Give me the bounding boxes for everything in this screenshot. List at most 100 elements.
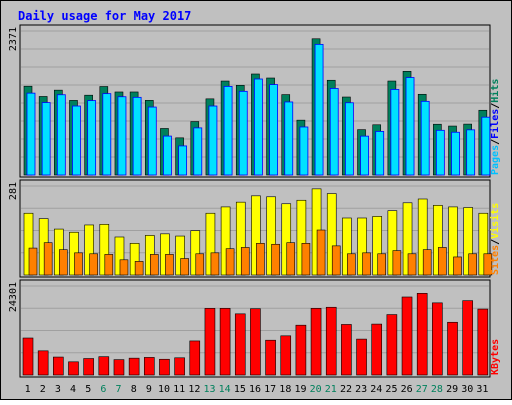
- kbytes-bar: [386, 314, 398, 376]
- sites-bar: [331, 245, 341, 276]
- x-tick-label-26: 26: [401, 384, 413, 395]
- kbytes-bar: [310, 308, 322, 376]
- kbytes-bar: [98, 356, 110, 376]
- kbytes-bar: [53, 356, 64, 376]
- sites-bar: [28, 247, 38, 276]
- legend-visits: Visits: [489, 203, 501, 239]
- x-tick-label-13: 13: [203, 384, 215, 395]
- legend-kbytes: KBytes: [490, 339, 501, 375]
- visits-bar: [387, 210, 398, 276]
- sites-bar: [104, 254, 114, 276]
- kbytes-bar: [462, 300, 473, 376]
- kbytes-bar: [174, 357, 185, 376]
- files-bar: [329, 88, 339, 176]
- sites-bar: [89, 253, 98, 276]
- kbytes-bar: [416, 293, 428, 376]
- visits-bar: [190, 230, 201, 276]
- kbytes-bar: [371, 323, 383, 376]
- files-bar: [117, 96, 127, 176]
- sites-bar: [149, 254, 159, 276]
- panel-bottom: 24301 KBytes: [8, 279, 501, 378]
- visits-bar: [417, 198, 428, 276]
- x-tick-label-11: 11: [173, 384, 185, 395]
- sites-bar: [240, 247, 250, 276]
- files-bar: [435, 129, 445, 176]
- kbytes-bar: [22, 337, 34, 376]
- panel-middle-ymax-label: 281: [8, 182, 19, 200]
- x-tick-label-6: 6: [100, 384, 106, 395]
- files-bar: [314, 43, 324, 176]
- panel-bottom-legend: KBytes: [490, 339, 501, 375]
- x-tick-label-7: 7: [116, 384, 122, 395]
- visits-bar: [372, 216, 383, 276]
- sites-bar: [483, 253, 493, 276]
- visits-bar: [266, 196, 276, 276]
- files-bar: [208, 105, 218, 176]
- sites-bar: [438, 247, 447, 276]
- files-bar: [344, 102, 354, 176]
- files-bar: [41, 102, 51, 176]
- visits-bar: [478, 212, 489, 276]
- x-tick-label-29: 29: [446, 384, 458, 395]
- legend-sites: Sites: [489, 245, 501, 275]
- chart-panels: 2371Pages/Files/Hits281Sites/Visits24301…: [8, 24, 501, 378]
- panel-middle-bars: [23, 188, 493, 276]
- x-tick-label-9: 9: [146, 384, 152, 395]
- x-tick-label-17: 17: [264, 384, 276, 395]
- kbytes-bar: [143, 357, 155, 376]
- visits-bar: [296, 199, 307, 276]
- visits-bar: [326, 193, 337, 276]
- sites-bar: [210, 252, 220, 276]
- x-tick-label-20: 20: [310, 384, 322, 395]
- x-tick-label-24: 24: [370, 384, 382, 395]
- sites-bar: [453, 256, 462, 276]
- panel-middle-legend: Sites/Visits: [489, 203, 501, 275]
- sites-bar: [377, 253, 387, 276]
- files-bar: [481, 116, 491, 176]
- sites-bar: [180, 258, 189, 276]
- sites-bar: [301, 243, 311, 276]
- x-tick-label-15: 15: [234, 384, 246, 395]
- kbytes-bar: [219, 308, 231, 376]
- legend-separator: /: [490, 239, 501, 245]
- kbytes-bar: [204, 308, 216, 376]
- visits-bar: [175, 235, 185, 276]
- visits-bar: [342, 217, 352, 276]
- files-bar: [178, 145, 188, 176]
- sites-bar: [256, 243, 265, 276]
- sites-bar: [165, 254, 174, 276]
- visits-bar: [114, 236, 125, 276]
- x-tick-label-12: 12: [188, 384, 200, 395]
- panel-middle: 281 Sites/Visits: [8, 179, 501, 278]
- visits-bar: [205, 212, 216, 276]
- x-tick-label-18: 18: [279, 384, 291, 395]
- files-bar: [466, 129, 476, 176]
- kbytes-bar: [68, 361, 79, 376]
- x-tick-label-27: 27: [416, 384, 428, 395]
- visits-bar: [281, 203, 292, 276]
- legend-separator: /: [490, 139, 501, 145]
- files-bar: [147, 106, 157, 176]
- files-bar: [26, 92, 36, 176]
- sites-bar: [362, 252, 371, 276]
- visits-bar: [251, 195, 261, 276]
- files-bar: [390, 89, 400, 176]
- kbytes-bar: [432, 302, 443, 376]
- files-bar: [269, 84, 278, 176]
- sites-bar: [422, 249, 432, 276]
- sites-bar: [225, 248, 235, 276]
- x-tick-label-19: 19: [294, 384, 306, 395]
- panel-top-bars: [23, 38, 491, 176]
- panel-top-legend-text: Pages/Files/Hits: [489, 79, 501, 175]
- kbytes-bar: [356, 338, 367, 376]
- legend-files: Files: [489, 109, 501, 139]
- files-bar: [72, 105, 81, 176]
- legend-separator: /: [490, 103, 501, 109]
- visits-bar: [448, 206, 458, 276]
- sites-bar: [119, 259, 129, 276]
- x-tick-label-16: 16: [249, 384, 261, 395]
- visits-bar: [220, 206, 231, 276]
- visits-bar: [357, 217, 367, 276]
- kbytes-bar: [113, 359, 125, 376]
